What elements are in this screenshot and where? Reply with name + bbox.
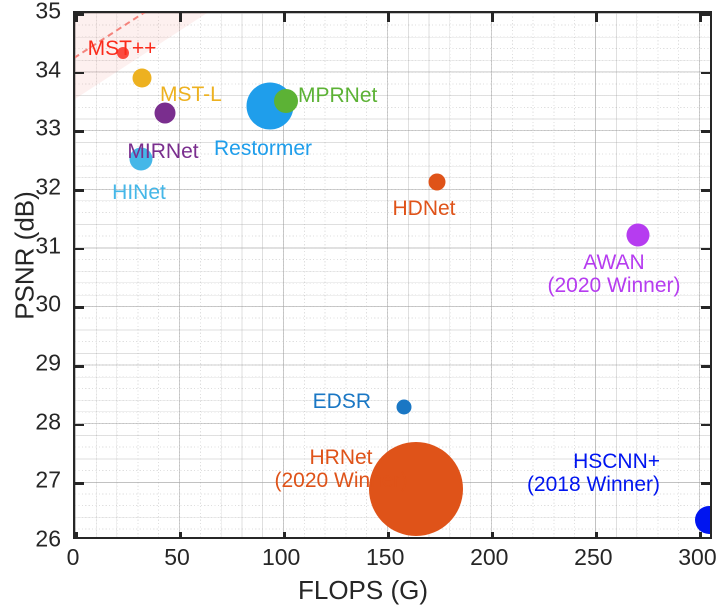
x-tick-mark-top [491,13,494,22]
point-label-name: MPRNet [298,84,378,107]
y-tick-label: 30 [35,290,61,317]
data-point-hdnet[interactable] [428,173,446,191]
point-label-name: AWAN [583,251,645,274]
point-label-mst-pp: MST++ [87,37,157,61]
y-tick-mark-right [701,247,710,251]
y-tick-mark-right [701,306,710,309]
y-tick-label: 29 [35,349,61,376]
y-tick-mark-right [701,13,710,16]
y-tick-mark [75,247,84,251]
data-point-mst-l[interactable] [132,68,152,88]
x-tick-mark-top [595,13,598,22]
point-label-name: EDSR [312,390,371,413]
point-label-subtitle: (2020 Winner) [547,273,681,297]
point-label-mst-l: MST-L [160,83,222,107]
point-label-hdnet: HDNet [392,197,456,221]
point-label-name: MIRNet [127,140,199,163]
point-label-name: MST-L [160,83,222,106]
y-tick-label: 27 [35,466,61,493]
y-tick-label: 33 [35,114,61,141]
x-tick-label: 0 [66,544,80,570]
x-tick-mark [179,532,182,537]
point-label-subtitle: (2020 Winner) [274,468,408,492]
data-point-hinet[interactable] [129,147,153,171]
point-label-name: HRNet [309,446,373,469]
point-label-mirnet: MIRNet [127,140,199,164]
point-label-name: HDNet [392,197,456,220]
point-label-name: Restormer [213,137,313,160]
point-label-subtitle: (2018 Winner) [526,472,660,496]
y-tick-mark [75,189,84,192]
y-tick-mark-right [701,189,710,192]
y-tick-mark [75,13,84,16]
x-tick-label: 100 [261,544,301,570]
x-tick-mark [283,532,286,537]
point-label-name: HINet [112,181,166,204]
y-tick-mark-right [701,423,710,427]
x-tick-label: 200 [470,544,509,570]
x-tick-label: 300 [678,544,717,570]
x-tick-mark-top [387,13,390,22]
x-tick-mark-top [699,13,702,22]
y-tick-mark [75,423,84,427]
x-tick-mark-top [75,13,78,22]
y-tick-label: 28 [35,408,61,435]
data-point-mprnet[interactable] [274,89,299,113]
y-tick-label: 31 [35,232,61,259]
x-tick-label: 50 [164,544,190,570]
point-label-hinet: HINet [112,181,166,205]
x-tick-mark [491,532,494,537]
point-label-hscnn: HSCNN+ (2018 Winner) [526,450,660,496]
y-tick-label: 32 [35,173,61,200]
y-tick-mark-right [701,365,710,368]
point-label-mprnet: MPRNet [298,84,378,108]
y-tick-mark [75,71,84,75]
y-tick-mark [75,365,84,368]
point-label-restormer: Restormer [213,137,313,161]
y-tick-label: 26 [35,525,61,552]
point-label-hrnet: HRNet (2020 Winner) [274,446,408,492]
y-tick-mark [75,130,84,133]
x-tick-label: 250 [574,544,613,570]
data-point-hrnet[interactable] [368,441,463,536]
y-tick-label: 34 [35,56,61,83]
point-label-name: HSCNN+ [573,450,660,473]
y-tick-mark-right [701,71,710,75]
y-tick-mark-right [701,482,710,485]
x-tick-mark-top [283,13,286,22]
data-point-mirnet[interactable] [154,102,176,124]
data-point-edsr[interactable] [396,399,412,415]
y-tick-mark [75,306,84,309]
data-point-mst[interactable] [117,46,130,59]
x-axis-title: FLOPS (G) [297,575,428,605]
x-tick-mark [595,532,598,537]
point-label-awan: AWAN (2020 Winner) [547,251,681,297]
y-tick-mark [75,482,84,485]
x-tick-label: 150 [366,544,405,570]
data-point-awan[interactable] [626,223,650,247]
data-point-hscnn[interactable] [694,505,710,534]
x-tick-mark-top [179,13,182,22]
x-tick-mark [699,532,702,537]
x-tick-mark [387,532,390,537]
point-label-edsr: EDSR [312,390,371,414]
x-tick-mark [75,532,78,537]
point-label-name: MST++ [87,37,157,60]
y-tick-label: 35 [35,0,61,24]
y-tick-mark-right [701,130,710,133]
